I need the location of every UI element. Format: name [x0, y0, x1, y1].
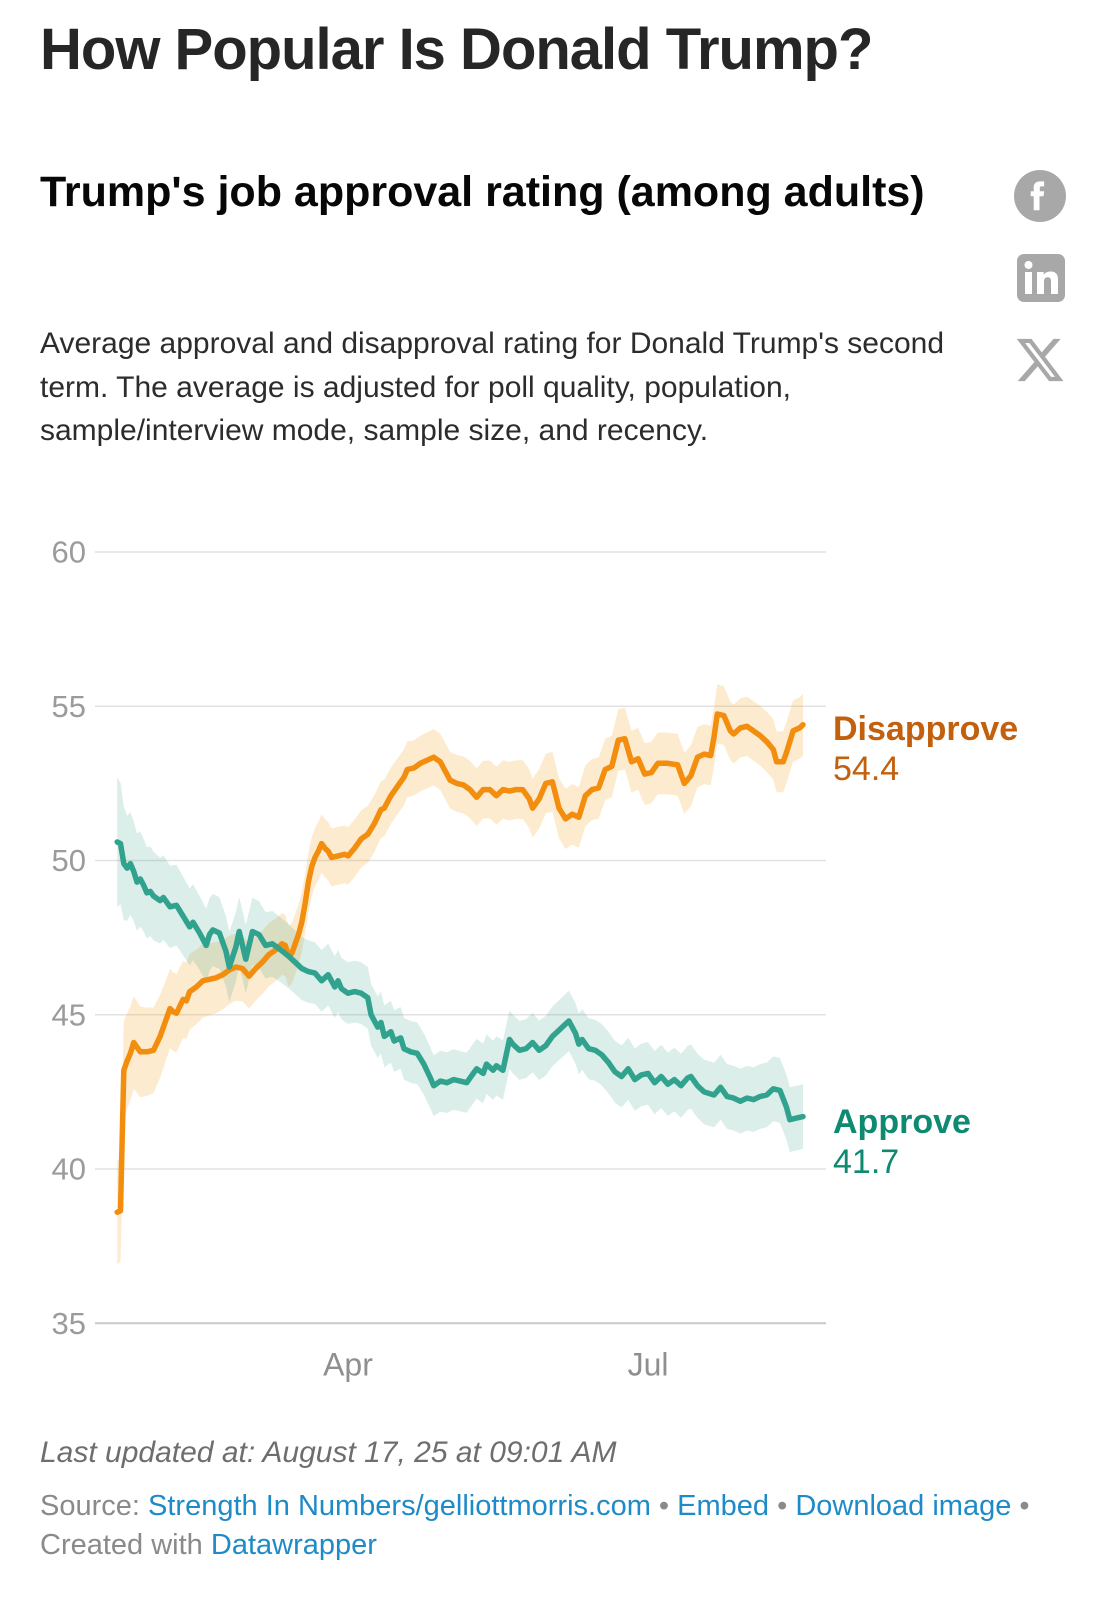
bullet-separator: •: [1019, 1490, 1030, 1522]
page-title: How Popular Is Donald Trump?: [40, 17, 873, 82]
svg-text:35: 35: [52, 1306, 86, 1341]
created-with-label: Created with: [40, 1528, 203, 1561]
svg-text:Jul: Jul: [628, 1346, 669, 1382]
source-label: Source:: [40, 1490, 140, 1522]
svg-text:45: 45: [52, 997, 86, 1032]
disapprove-value-label: 54.4: [833, 750, 900, 788]
approve-series-label: Approve: [833, 1103, 971, 1141]
svg-text:50: 50: [52, 843, 86, 878]
svg-text:55: 55: [52, 689, 86, 724]
source-line: Source: Strength In Numbers/gelliottmorr…: [40, 1487, 1080, 1564]
svg-text:60: 60: [52, 535, 86, 570]
bullet-separator: •: [777, 1490, 788, 1522]
embed-link[interactable]: Embed: [677, 1490, 770, 1522]
linkedin-share-icon[interactable]: [1017, 254, 1065, 302]
chart-headline: Trump's job approval rating (among adult…: [40, 168, 925, 216]
facebook-share-icon[interactable]: [1014, 170, 1066, 222]
download-image-link[interactable]: Download image: [795, 1490, 1012, 1522]
approve-value-label: 41.7: [833, 1143, 900, 1181]
svg-text:40: 40: [52, 1152, 86, 1187]
last-updated-text: Last updated at: August 17, 25 at 09:01 …: [40, 1436, 617, 1469]
x-twitter-share-icon[interactable]: [1014, 334, 1066, 386]
source-link[interactable]: Strength In Numbers/gelliottmorris.com: [148, 1490, 651, 1522]
svg-text:Apr: Apr: [323, 1346, 373, 1382]
chart-description: Average approval and disapproval rating …: [40, 327, 945, 447]
disapprove-series-label: Disapprove: [833, 710, 1019, 748]
datawrapper-link[interactable]: Datawrapper: [210, 1528, 377, 1561]
chart-canvas: 60 55 50 45 40 35 Apr Jul: [52, 535, 826, 1382]
bullet-separator: •: [658, 1490, 670, 1522]
